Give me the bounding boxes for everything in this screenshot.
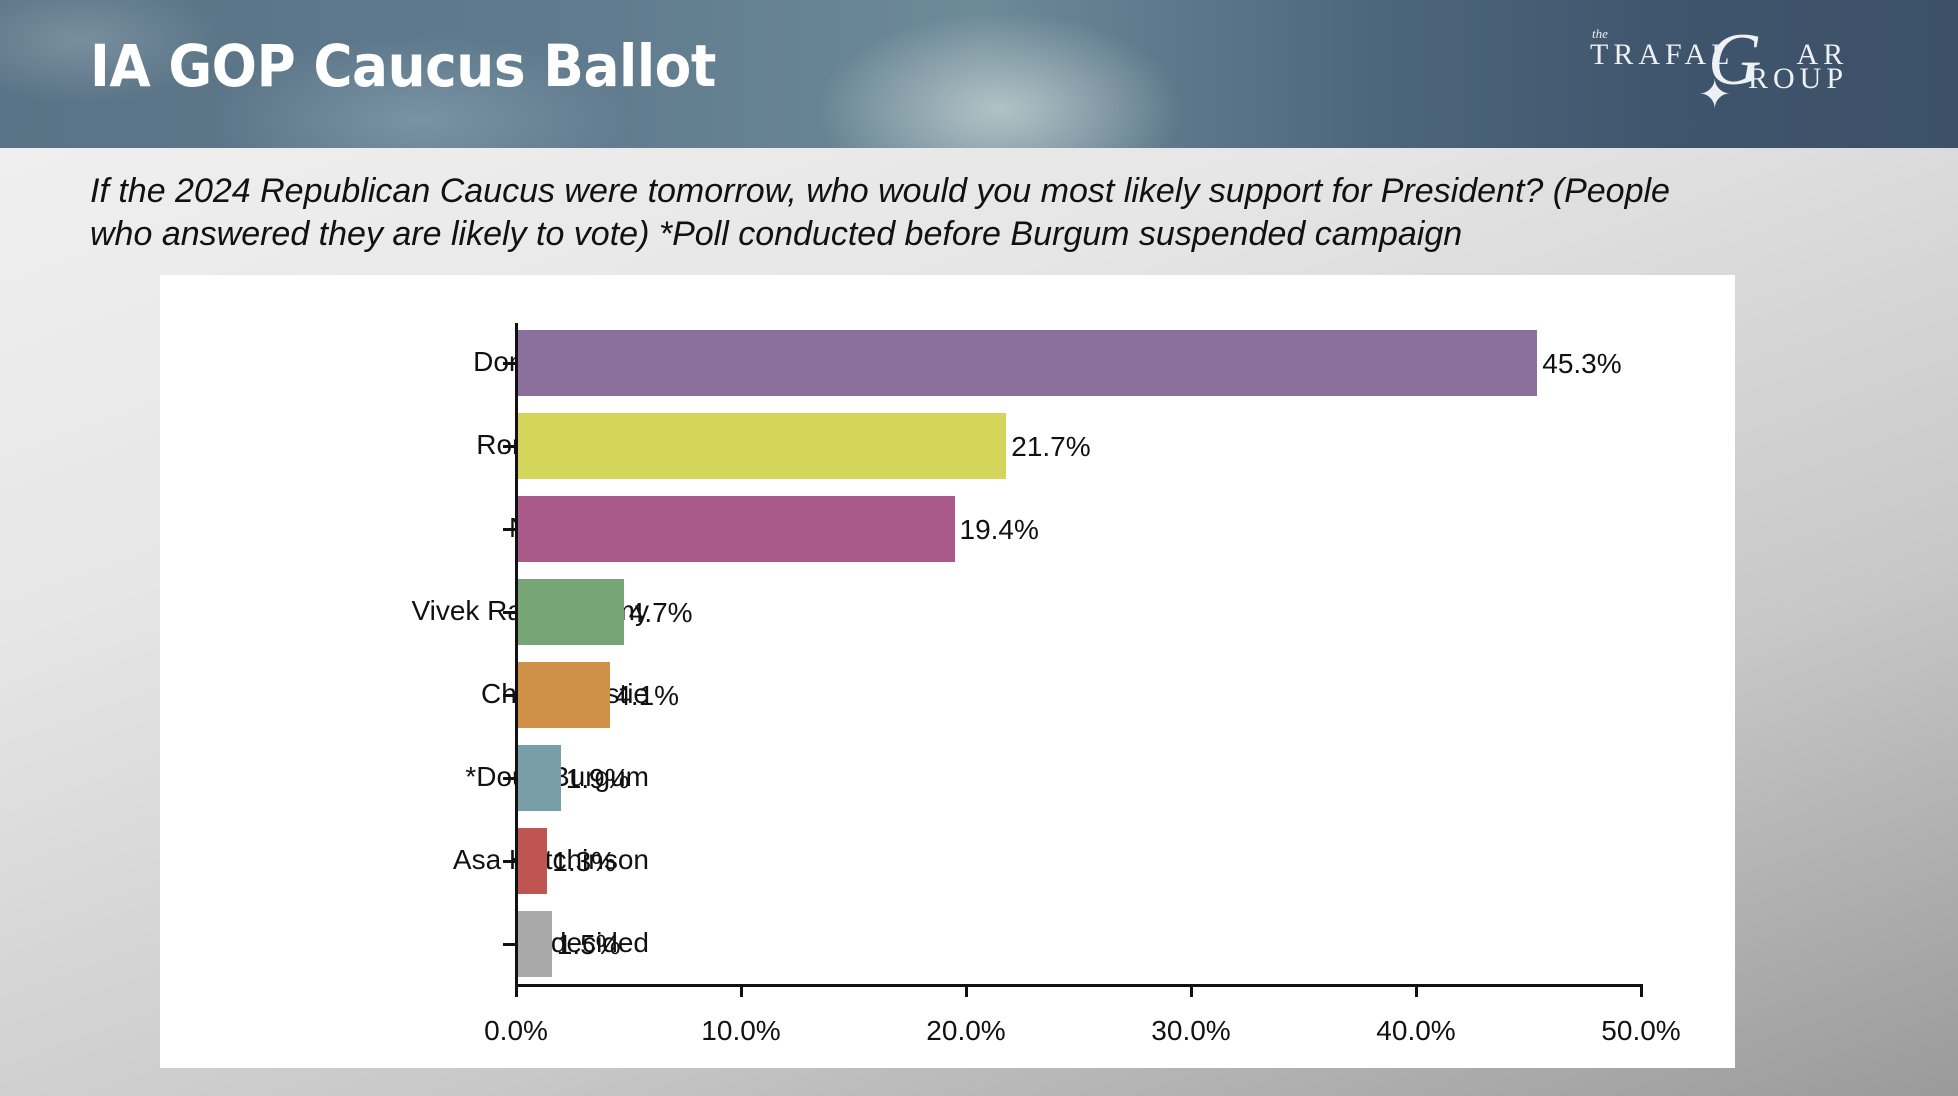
y-tick (503, 694, 516, 697)
category-label: Asa Hutchinson (452, 844, 649, 875)
bar-value-label: 1.3% (552, 846, 617, 877)
y-tick (503, 611, 516, 614)
bar-row: *Doug Burgum 1.9% (160, 745, 1735, 811)
logo-the: the (1592, 26, 1608, 41)
chart-question-subtitle: If the 2024 Republican Caucus were tomor… (90, 170, 1890, 256)
x-tick (515, 984, 518, 997)
bar-value-label: 21.7% (1011, 431, 1091, 462)
x-tick-label: 10.0% (701, 1015, 781, 1046)
x-tick (740, 984, 743, 997)
logo-line1: TRAFAL AR (1590, 38, 1849, 71)
bar-row: Chris Christie4.1% (160, 662, 1735, 728)
x-tick-label: 40.0% (1376, 1015, 1456, 1046)
bar-value-label: 1.9% (565, 763, 630, 794)
bar (518, 911, 552, 977)
bar-row: Nikki Haley19.4% (160, 496, 1735, 562)
y-tick (503, 528, 516, 531)
bar-value-label: 1.5% (556, 929, 621, 960)
y-tick (503, 943, 516, 946)
bar (518, 745, 561, 811)
bar (518, 330, 1538, 396)
bar-row: Vivek Ramaswamy4.7% (160, 579, 1735, 645)
page-title: IA GOP Caucus Ballot (90, 32, 716, 100)
x-axis-line (515, 984, 1642, 987)
bar-row: Undecided 1.5% (160, 911, 1735, 977)
bar-value-label: 19.4% (959, 514, 1039, 545)
bar-row: Ron DeSantis21.7% (160, 413, 1735, 479)
bar (518, 828, 548, 894)
header-banner: IA GOP Caucus Ballot the TRAFAL AR G ROUP… (0, 0, 1958, 148)
x-tick-label: 0.0% (484, 1015, 548, 1046)
y-axis-line (515, 323, 518, 987)
bar (518, 413, 1007, 479)
x-tick (965, 984, 968, 997)
compass-star-icon: ✦ (1698, 73, 1732, 117)
trafalgar-group-logo: the TRAFAL AR G ROUP ✦ (1590, 19, 1880, 122)
bar-chart-panel: Donald Trump45.3% Ron DeSantis21.7% Nikki … (160, 275, 1735, 1068)
bar (518, 579, 624, 645)
logo-script-g: G (1708, 19, 1762, 101)
x-tick-label: 20.0% (926, 1015, 1006, 1046)
x-tick (1415, 984, 1418, 997)
bar-value-label: 4.1% (615, 680, 680, 711)
bar (518, 662, 611, 728)
bar (518, 496, 955, 562)
bar-value-label: 4.7% (628, 597, 693, 628)
x-tick (1190, 984, 1193, 997)
y-tick (503, 445, 516, 448)
x-tick-label: 30.0% (1151, 1015, 1231, 1046)
bar-row: Asa Hutchinson 1.3% (160, 828, 1735, 894)
logo-line2: ROUP (1748, 62, 1849, 95)
x-tick-label: 50.0% (1601, 1015, 1681, 1046)
subtitle-line-2: who answered they are likely to vote) *P… (90, 215, 1463, 253)
bar-value-label: 45.3% (1542, 348, 1622, 379)
y-tick (503, 362, 516, 365)
bar-row: Donald Trump45.3% (160, 330, 1735, 396)
x-tick (1640, 984, 1643, 997)
y-tick (503, 777, 516, 780)
y-tick (503, 860, 516, 863)
subtitle-line-1: If the 2024 Republican Caucus were tomor… (90, 172, 1670, 210)
